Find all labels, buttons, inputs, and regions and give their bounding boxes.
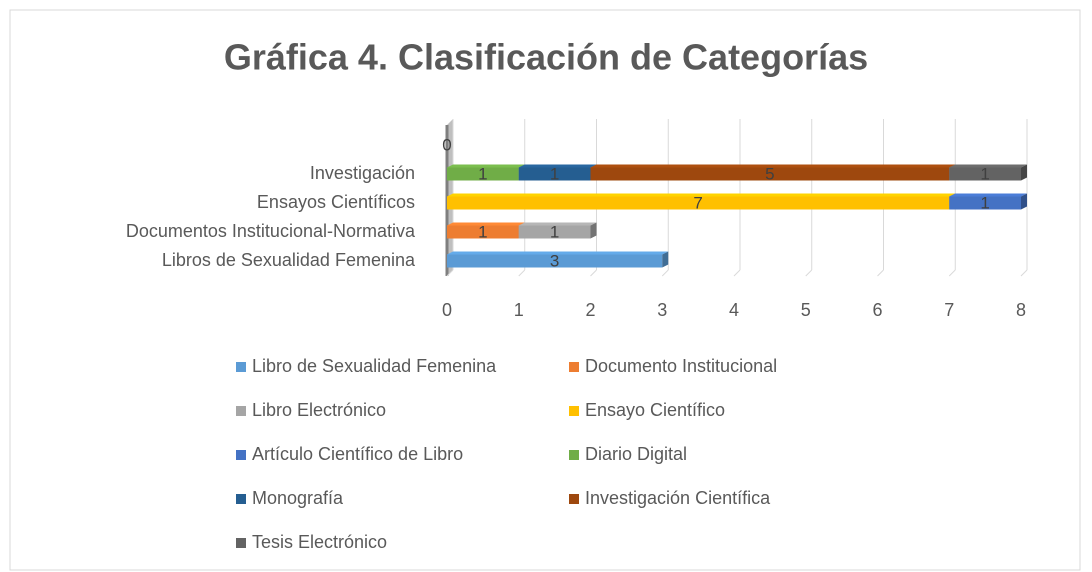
bar-top xyxy=(590,164,956,168)
data-label: 1 xyxy=(980,193,989,212)
legend-label: Documento Institucional xyxy=(585,356,777,376)
bar-side xyxy=(590,222,597,239)
bar xyxy=(518,167,591,181)
x-tick-label: 3 xyxy=(657,300,667,320)
bar xyxy=(447,254,663,268)
bar-side xyxy=(662,251,669,268)
legend-label: Tesis Electrónico xyxy=(252,532,387,552)
data-label: 1 xyxy=(980,164,989,183)
legend-swatch xyxy=(236,494,246,504)
grid-line xyxy=(518,269,526,277)
bar-top xyxy=(447,222,525,226)
grid-line xyxy=(661,269,669,277)
legend-label: Monografía xyxy=(252,488,344,508)
y-tick-label: Investigación xyxy=(310,163,415,183)
data-label: 1 xyxy=(478,164,487,183)
chart-border xyxy=(9,9,1081,571)
legend-label: Libro de Sexualidad Femenina xyxy=(252,356,497,376)
bar xyxy=(949,196,1021,210)
grid-line xyxy=(733,269,741,277)
x-tick-label: 5 xyxy=(801,300,811,320)
data-label: 7 xyxy=(693,193,702,212)
bar-top xyxy=(447,251,669,255)
bar-top xyxy=(447,164,525,168)
data-label: 3 xyxy=(550,251,559,270)
data-label: 5 xyxy=(765,164,774,183)
bar-top xyxy=(447,193,956,197)
legend-swatch xyxy=(236,538,246,548)
y-tick-label: Documentos Institucional-Normativa xyxy=(126,221,416,241)
bar xyxy=(447,225,519,239)
x-tick-label: 2 xyxy=(585,300,595,320)
legend-label: Investigación Científica xyxy=(585,488,771,508)
x-tick-label: 7 xyxy=(944,300,954,320)
bar-top xyxy=(949,193,1027,197)
grid-line xyxy=(1020,269,1028,277)
x-tick-label: 1 xyxy=(514,300,524,320)
x-tick-label: 4 xyxy=(729,300,739,320)
grid-line xyxy=(805,269,813,277)
bar-top xyxy=(949,164,1027,168)
bar xyxy=(518,225,591,239)
x-tick-label: 6 xyxy=(872,300,882,320)
grid-line xyxy=(590,269,597,277)
legend-label: Artículo Científico de Libro xyxy=(252,444,463,464)
legend-swatch xyxy=(236,450,246,460)
legend-swatch xyxy=(569,406,579,416)
bar xyxy=(447,196,950,210)
grid-line xyxy=(446,269,454,277)
bar xyxy=(590,167,950,181)
y-tick-label: Ensayos Científicos xyxy=(257,192,415,212)
x-tick-label: 0 xyxy=(442,300,452,320)
legend-swatch xyxy=(569,450,579,460)
legend-swatch xyxy=(236,406,246,416)
bar-top xyxy=(518,222,597,226)
legend-swatch xyxy=(236,362,246,372)
data-label: 1 xyxy=(550,164,559,183)
bar-top xyxy=(518,164,597,168)
chart-title: Gráfica 4. Clasificación de Categorías xyxy=(224,37,868,78)
legend-label: Diario Digital xyxy=(585,444,687,464)
bar-side xyxy=(1021,193,1027,210)
legend-label: Libro Electrónico xyxy=(252,400,386,420)
x-tick-label: 8 xyxy=(1016,300,1026,320)
data-label: 1 xyxy=(478,222,487,241)
legend-swatch xyxy=(569,362,579,372)
data-label: 0 xyxy=(442,135,451,154)
bar-side xyxy=(1021,164,1027,181)
y-tick-label: Libros de Sexualidad Femenina xyxy=(162,250,416,270)
legend-label: Ensayo Científico xyxy=(585,400,725,420)
legend-swatch xyxy=(569,494,579,504)
grid-line xyxy=(948,269,956,277)
grid-line xyxy=(877,269,884,277)
bar xyxy=(447,167,519,181)
bar xyxy=(949,167,1021,181)
data-label: 1 xyxy=(550,222,559,241)
